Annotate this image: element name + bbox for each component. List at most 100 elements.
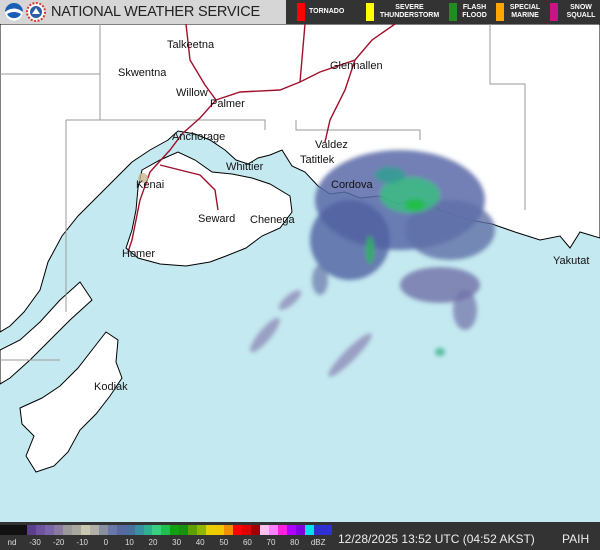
color-swatch (188, 525, 198, 535)
brand: NATIONAL WEATHER SERVICE (4, 2, 260, 22)
city-label: Homer (122, 248, 156, 260)
city-label: Glennallen (330, 60, 383, 72)
city-label: Valdez (315, 139, 348, 151)
warning-legend: TORNADO SEVERE THUNDERSTORM FLASH FLOOD SPE… (286, 0, 600, 24)
color-swatch (278, 525, 287, 535)
color-swatch (224, 525, 234, 535)
header: NATIONAL WEATHER SERVICE TORNADO SEVERE T… (0, 0, 600, 24)
warning-swatch (496, 3, 504, 21)
city-label: Anchorage (172, 131, 226, 143)
city-label: Cordova (331, 179, 373, 191)
color-swatch (125, 525, 135, 535)
color-swatch (98, 525, 108, 535)
warning-snow-squall: SNOW SQUALL (542, 0, 600, 24)
warning-label: FLASH FLOOD (462, 4, 487, 19)
color-swatch (26, 525, 36, 535)
color-swatch (107, 525, 117, 535)
warning-label: SEVERE THUNDERSTORM (379, 4, 440, 19)
color-swatch (17, 525, 27, 535)
tick-label: 40 (195, 538, 205, 547)
color-swatch (143, 525, 153, 535)
tick-label: 80 (290, 538, 300, 547)
city-label: Yakutat (553, 255, 590, 267)
tick-label: -20 (52, 538, 65, 547)
color-swatch (313, 525, 323, 535)
tick-label: 50 (219, 538, 229, 547)
city-label: Skwentna (118, 67, 167, 79)
timestamp: 12/28/2025 13:52 UTC (04:52 AKST) (338, 532, 535, 546)
warning-swatch (550, 3, 558, 21)
warning-label: SPECIAL MARINE (509, 4, 541, 19)
dbz-legend: nd -30 -20 -10 0 10 20 30 40 50 60 70 80 dBZ 12/28/20… (0, 522, 600, 550)
tick-label: 20 (148, 538, 158, 547)
kenai-clutter (138, 173, 148, 183)
borders (0, 24, 526, 361)
mainland (0, 23, 600, 333)
color-swatch (53, 525, 63, 535)
warning-label: TORNADO (309, 8, 345, 15)
color-swatch (215, 525, 225, 535)
city-label: Talkeetna (167, 39, 215, 51)
kenai-peninsula (125, 151, 293, 267)
warning-tornado: TORNADO (286, 0, 358, 24)
color-swatch (170, 525, 180, 535)
app-title: NATIONAL WEATHER SERVICE (51, 4, 260, 20)
color-swatch (287, 525, 296, 535)
city-label: Palmer (210, 98, 245, 110)
city-label: Kodiak (94, 381, 128, 393)
city-label: Chenega (250, 214, 295, 226)
color-swatch (251, 525, 261, 535)
color-swatch (134, 525, 144, 535)
color-swatch (35, 525, 45, 535)
dbz-color-scale (0, 525, 332, 535)
color-swatch (116, 525, 126, 535)
tick-label: 60 (242, 538, 252, 547)
radar-echoes (250, 150, 495, 377)
nws-logo-icon (26, 2, 46, 22)
warning-special-marine: SPECIAL MARINE (488, 0, 542, 24)
city-label: Kenai (136, 179, 165, 191)
color-swatch (62, 525, 72, 535)
color-swatch (8, 525, 18, 535)
city-label: Seward (198, 213, 236, 225)
kodiak-island (19, 331, 123, 473)
tick-label: 0 (103, 538, 109, 547)
roads (127, 23, 396, 253)
tick-label: 10 (124, 538, 134, 547)
radar-station-id: PAIH (562, 532, 590, 546)
warning-label: SNOW SQUALL (566, 4, 596, 19)
city-label: Willow (176, 87, 208, 99)
warning-swatch (366, 3, 374, 21)
color-swatch (161, 525, 171, 535)
city-label: Whittier (226, 161, 264, 173)
color-swatch (260, 525, 270, 535)
color-swatch (269, 525, 279, 535)
color-swatch (233, 525, 243, 535)
color-swatch (322, 525, 332, 535)
tick-label: nd (7, 538, 17, 547)
color-swatch (179, 525, 189, 535)
color-swatch (71, 525, 81, 535)
color-swatch (295, 525, 305, 535)
tick-label: dBZ (310, 538, 326, 547)
warning-flash-flood: FLASH FLOOD (441, 0, 488, 24)
noaa-logo-icon (5, 3, 23, 21)
color-swatch (197, 525, 207, 535)
color-swatch (0, 525, 9, 535)
color-swatch (206, 525, 216, 535)
tick-label: -30 (29, 538, 41, 547)
color-swatch (89, 525, 99, 535)
tick-label: 70 (266, 538, 276, 547)
color-swatch (304, 525, 314, 535)
warning-severe-thunderstorm: SEVERE THUNDERSTORM (358, 0, 441, 24)
color-swatch (80, 525, 90, 535)
radar-map[interactable]: Talkeetna Skwentna Willow Palmer Glennal… (0, 23, 600, 522)
tick-label: 30 (172, 538, 182, 547)
warning-swatch (449, 3, 457, 21)
map-canvas (0, 23, 600, 522)
color-swatch (152, 525, 162, 535)
color-swatch (242, 525, 252, 535)
tick-label: -10 (76, 538, 88, 547)
color-swatch (44, 525, 54, 535)
alaska-peninsula (0, 281, 93, 385)
